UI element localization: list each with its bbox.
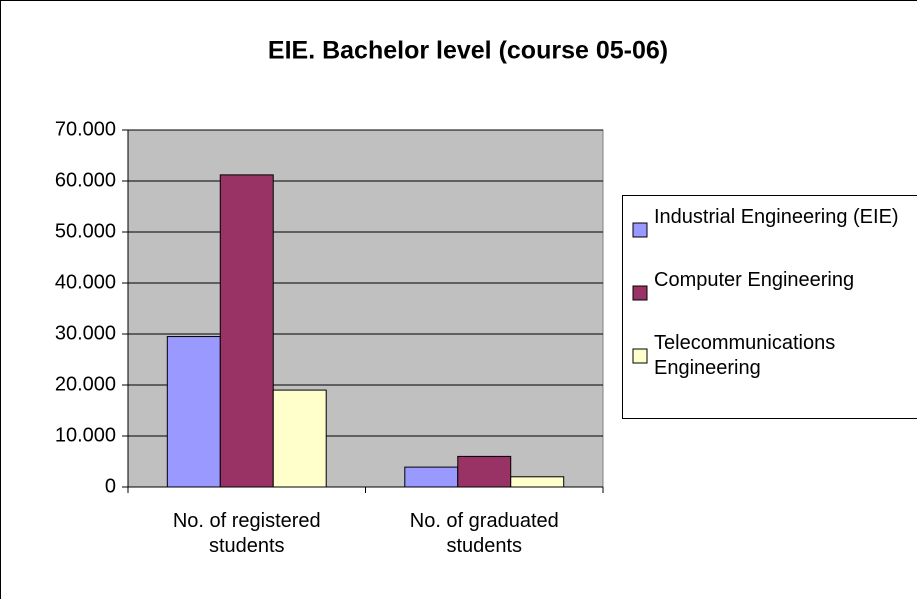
- x-tick-label: No. of registered students: [172, 510, 321, 557]
- y-tick-label: 0: [105, 475, 116, 497]
- y-tick-label: 60.000: [55, 169, 116, 191]
- y-tick-label: 30.000: [55, 322, 116, 344]
- legend-label: Computer Engineering: [654, 269, 855, 291]
- bar: [404, 466, 459, 488]
- legend-swatch: [632, 222, 648, 238]
- y-tick-label: 20.000: [55, 373, 116, 395]
- y-tick-label: 50.000: [55, 220, 116, 242]
- y-tick-label: 40.000: [55, 271, 116, 293]
- legend-swatch: [632, 285, 648, 301]
- bar: [166, 336, 221, 488]
- chart-title: EIE. Bachelor level (course 05-06): [268, 37, 668, 65]
- y-tick-label: 10.000: [55, 424, 116, 446]
- legend-label: Industrial Engineering (EIE): [654, 206, 899, 228]
- bar: [457, 455, 512, 488]
- legend-label: Telecommunications Engineering: [654, 332, 836, 379]
- bar: [219, 174, 274, 488]
- legend-swatch: [632, 348, 648, 364]
- y-tick-label: 70.000: [55, 118, 116, 140]
- bar: [510, 476, 565, 488]
- bar: [272, 389, 327, 488]
- x-tick-label: No. of graduated students: [409, 510, 559, 557]
- legend-box: [622, 195, 917, 419]
